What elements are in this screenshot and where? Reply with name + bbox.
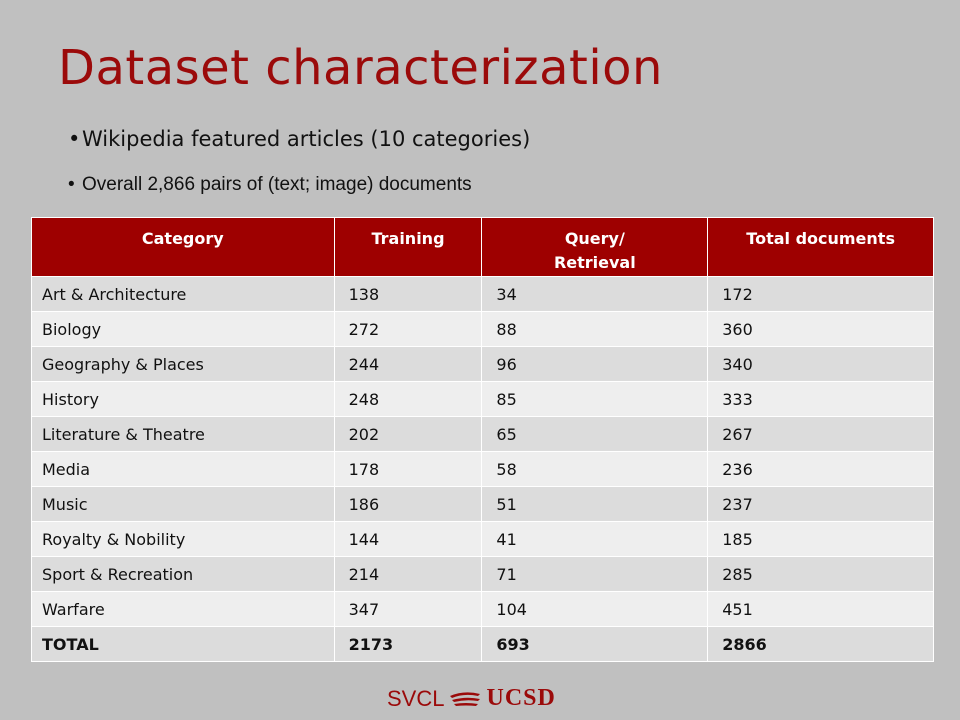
logo-svcl-text: SVCL [387,685,445,711]
bullet-dot: • [68,127,81,151]
cell-category: Sport & Recreation [31,556,335,592]
cell-total-documents: 185 [707,521,934,557]
table-row: Media 178 58 236 [31,451,934,487]
cell-category: Biology [31,311,335,347]
total-total-documents: 2866 [707,626,934,662]
cell-total-documents: 333 [707,381,934,417]
cell-training: 186 [333,486,483,522]
cell-total-documents: 285 [707,556,934,592]
header-total-documents: Total documents [707,217,934,277]
cell-query-retrieval: 58 [481,451,709,487]
table-row: Biology 272 88 360 [31,311,934,347]
cell-category: Art & Architecture [31,276,335,312]
cell-total-documents: 451 [707,591,934,627]
cell-query-retrieval: 41 [481,521,709,557]
cell-total-documents: 340 [707,346,934,382]
total-training: 2173 [333,626,483,662]
cell-category: Music [31,486,335,522]
cell-training: 144 [333,521,483,557]
table-header-row: Category Training Query/ Retrieval Total… [31,217,934,277]
bullet-2-text: Overall 2,866 pairs of (text; image) doc… [82,174,472,195]
bullet-dot: • [68,174,75,195]
cell-training: 347 [333,591,483,627]
table-total-row: TOTAL 2173 693 2866 [31,626,934,662]
dataset-table: Category Training Query/ Retrieval Total… [31,217,934,662]
table-row: Warfare 347 104 451 [31,591,934,627]
table-row: Literature & Theatre 202 65 267 [31,416,934,452]
cell-total-documents: 236 [707,451,934,487]
cell-category: Warfare [31,591,335,627]
table-row: Sport & Recreation 214 71 285 [31,556,934,592]
cell-training: 178 [333,451,483,487]
table-row: Music 186 51 237 [31,486,934,522]
logo-ucsd-text: UCSD [486,685,556,711]
cell-query-retrieval: 104 [481,591,709,627]
cell-query-retrieval: 71 [481,556,709,592]
table-row: Art & Architecture 138 34 172 [31,276,934,312]
bullet-1: •Wikipedia featured articles (10 categor… [68,127,530,151]
cell-training: 248 [333,381,483,417]
cell-training: 272 [333,311,483,347]
cell-training: 214 [333,556,483,592]
cell-query-retrieval: 96 [481,346,709,382]
svcl-ucsd-logo: SVCL UCSD [387,685,556,712]
slide-title: Dataset characterization [58,40,663,96]
bullet-2: • Overall 2,866 pairs of (text; image) do… [68,174,472,196]
cell-category: Media [31,451,335,487]
cell-total-documents: 267 [707,416,934,452]
cell-query-retrieval: 85 [481,381,709,417]
header-category: Category [31,217,335,277]
cell-training: 244 [333,346,483,382]
cell-query-retrieval: 34 [481,276,709,312]
table-body: Art & Architecture 138 34 172 Biology 272 88 36… [31,276,934,662]
total-query-retrieval: 693 [481,626,709,662]
bullet-1-text: Wikipedia featured articles (10 categori… [82,127,531,151]
total-category: TOTAL [31,626,335,662]
table-row: Geography & Places 244 96 340 [31,346,934,382]
cell-category: Geography & Places [31,346,335,382]
cell-total-documents: 360 [707,311,934,347]
table-row: History 248 85 333 [31,381,934,417]
cell-total-documents: 172 [707,276,934,312]
cell-training: 138 [333,276,483,312]
cell-category: Literature & Theatre [31,416,335,452]
ucsd-swoosh-icon [450,691,481,706]
cell-query-retrieval: 65 [481,416,709,452]
cell-category: History [31,381,335,417]
header-training: Training [333,217,483,277]
cell-query-retrieval: 51 [481,486,709,522]
header-query-retrieval: Query/ Retrieval [481,217,709,277]
cell-total-documents: 237 [707,486,934,522]
cell-training: 202 [333,416,483,452]
cell-category: Royalty & Nobility [31,521,335,557]
cell-query-retrieval: 88 [481,311,709,347]
table-row: Royalty & Nobility 144 41 185 [31,521,934,557]
